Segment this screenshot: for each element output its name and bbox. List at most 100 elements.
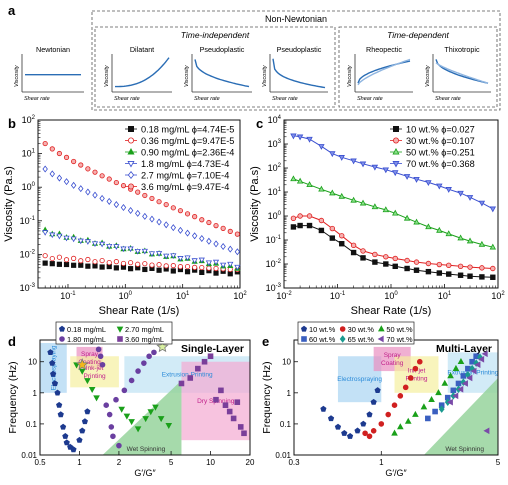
data-point: [85, 188, 91, 196]
time-dependent-box: [338, 26, 498, 108]
y-axis-label: Viscosity: [184, 64, 190, 87]
data-point: [170, 224, 177, 232]
data-point: [467, 273, 473, 279]
data-point: [413, 267, 420, 273]
legend-marker: [301, 336, 307, 342]
data-point: [170, 205, 176, 211]
data-point: [191, 232, 198, 240]
data-point: [135, 368, 141, 374]
legend-marker: [300, 325, 308, 332]
series-4: [42, 230, 241, 271]
data-point: [141, 360, 147, 366]
x-tick-label: 101: [438, 291, 452, 301]
data-point: [63, 439, 70, 446]
data-point: [403, 174, 411, 180]
data-point: [461, 380, 468, 387]
data-point: [490, 274, 496, 280]
legend-marker: [392, 161, 400, 168]
x-tick-label: 10-1: [60, 291, 76, 301]
data-point: [184, 229, 191, 237]
flow-curve: [115, 57, 170, 88]
data-point: [113, 244, 120, 250]
data-point: [455, 380, 462, 387]
data-point: [432, 408, 438, 415]
data-point: [99, 194, 105, 202]
data-point: [478, 200, 486, 207]
data-point: [206, 219, 212, 226]
flow-type-label: Thixotropic: [444, 45, 480, 54]
data-point: [318, 185, 325, 192]
data-point: [177, 208, 184, 214]
legend: 10 wt.% 30 wt.% 50 wt.% 60 wt.% 65 wt.% 70 wt…: [297, 321, 415, 345]
data-point: [93, 395, 100, 402]
flow-type-4: Pseudoplastic Shear rate Viscosity: [262, 45, 328, 102]
x-axis-label: Shear rate: [194, 96, 220, 102]
region-label: Printing: [84, 373, 106, 380]
data-point: [213, 396, 219, 403]
data-point: [156, 199, 162, 205]
legend-marker: [392, 137, 399, 144]
data-point: [49, 255, 55, 262]
y-tick-label: 10-3: [20, 283, 36, 293]
data-point: [56, 174, 63, 182]
data-point: [63, 154, 70, 160]
data-point: [147, 409, 155, 416]
data-point: [450, 387, 457, 394]
data-point: [177, 226, 184, 234]
y-axis-label: Viscosity: [262, 64, 268, 87]
panel-c-chart: c10-2 10-1 100 101 10210-310-210-11001011021…: [249, 115, 505, 317]
y-axis-label: Viscosity (Pa.s): [249, 166, 261, 242]
region-label: Spray: [81, 351, 99, 358]
data-point: [85, 263, 91, 269]
data-point: [163, 201, 169, 208]
region-label: Wet Spinning: [127, 446, 166, 453]
data-point: [199, 217, 205, 223]
legend-marker: [117, 336, 123, 342]
data-point: [420, 403, 428, 410]
data-point: [404, 265, 410, 272]
data-point: [362, 430, 368, 437]
data-point: [56, 261, 63, 267]
data-point: [77, 238, 84, 245]
data-point: [163, 263, 169, 269]
data-point: [413, 259, 420, 265]
data-point: [436, 270, 443, 276]
data-point: [397, 423, 404, 430]
data-point: [97, 353, 104, 360]
data-point: [457, 272, 464, 278]
data-point: [206, 237, 212, 245]
region-label: Printing: [405, 376, 427, 383]
data-point: [327, 415, 335, 422]
y-tick-label: 101: [22, 149, 36, 159]
x-tick-label: 101: [176, 291, 190, 301]
data-point: [127, 207, 134, 215]
flow-type-3: Pseudoplastic Shear rate Viscosity: [184, 45, 252, 102]
data-point: [329, 235, 336, 241]
data-point: [474, 361, 481, 369]
data-point: [92, 259, 98, 265]
series-6: [42, 140, 240, 237]
time-independent-box: [94, 26, 336, 108]
data-point: [372, 251, 378, 258]
legend-label: 70 wt.% ϕ=0.368: [406, 159, 475, 169]
data-point: [198, 257, 205, 264]
data-point: [392, 170, 399, 177]
data-point: [49, 359, 56, 366]
legend-marker: [127, 161, 135, 168]
data-point: [234, 231, 240, 237]
legend-marker: [127, 183, 134, 190]
data-point: [207, 353, 214, 360]
data-point: [441, 379, 449, 386]
data-point: [47, 349, 54, 356]
data-point: [478, 240, 486, 247]
data-point: [306, 181, 313, 188]
region-label: Wet Spinning: [445, 446, 484, 453]
data-point: [146, 353, 152, 360]
data-point: [49, 261, 55, 267]
data-point: [354, 427, 361, 434]
data-point: [366, 433, 373, 440]
data-point: [446, 398, 453, 406]
data-point: [404, 257, 410, 264]
region-label: Extrusion Printing: [162, 372, 213, 379]
